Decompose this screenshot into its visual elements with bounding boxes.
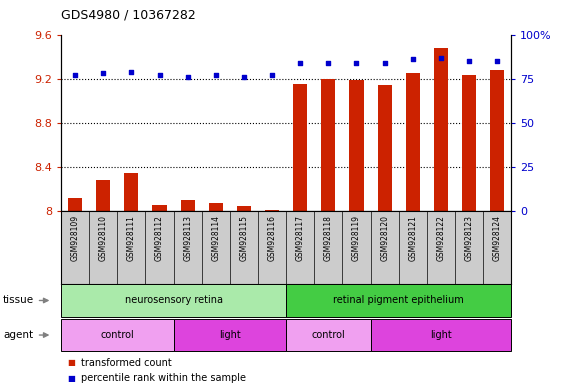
Text: GSM928119: GSM928119: [352, 215, 361, 261]
Bar: [462, 75, 476, 211]
Text: GSM928122: GSM928122: [436, 215, 446, 261]
Bar: [174, 319, 286, 351]
Text: ■: ■: [67, 358, 75, 367]
Text: agent: agent: [3, 330, 33, 340]
Point: [436, 55, 446, 61]
Text: GSM928121: GSM928121: [408, 215, 417, 261]
Text: ■: ■: [67, 374, 75, 383]
Text: transformed count: transformed count: [81, 358, 172, 368]
Text: GSM928116: GSM928116: [268, 215, 277, 261]
Text: GSM928112: GSM928112: [155, 215, 164, 261]
Bar: [378, 85, 392, 211]
Text: control: control: [101, 330, 134, 340]
Text: GSM928117: GSM928117: [296, 215, 304, 261]
Point: [296, 60, 305, 66]
Text: control: control: [311, 330, 345, 340]
Text: GSM928110: GSM928110: [99, 215, 107, 261]
Point: [380, 60, 389, 66]
Text: GSM928111: GSM928111: [127, 215, 136, 261]
Bar: [406, 73, 420, 211]
Bar: [237, 206, 251, 211]
Text: GSM928118: GSM928118: [324, 215, 333, 261]
Bar: [96, 180, 110, 211]
Point: [408, 56, 417, 62]
Text: GSM928115: GSM928115: [239, 215, 249, 261]
Bar: [286, 319, 371, 351]
Text: GSM928120: GSM928120: [380, 215, 389, 261]
Point: [324, 60, 333, 66]
Point: [99, 70, 108, 76]
Bar: [293, 84, 307, 211]
Bar: [181, 200, 195, 211]
Bar: [490, 70, 504, 211]
Bar: [265, 210, 279, 211]
Text: light: light: [219, 330, 241, 340]
Text: GSM928109: GSM928109: [70, 215, 80, 261]
Text: GSM928114: GSM928114: [211, 215, 220, 261]
Text: light: light: [430, 330, 452, 340]
Bar: [209, 204, 223, 211]
Point: [267, 72, 277, 78]
Text: GDS4980 / 10367282: GDS4980 / 10367282: [61, 8, 196, 21]
Bar: [152, 205, 167, 211]
Text: GSM928123: GSM928123: [465, 215, 474, 261]
Point: [155, 72, 164, 78]
Text: retinal pigment epithelium: retinal pigment epithelium: [333, 295, 464, 306]
Point: [183, 74, 192, 80]
Point: [493, 58, 502, 64]
Point: [352, 60, 361, 66]
Bar: [124, 172, 138, 211]
Point: [464, 58, 474, 64]
Point: [127, 69, 136, 75]
Point: [70, 72, 80, 78]
Bar: [434, 48, 448, 211]
Point: [239, 74, 249, 80]
Bar: [349, 80, 364, 211]
Bar: [61, 319, 174, 351]
Bar: [61, 284, 286, 317]
Text: GSM928124: GSM928124: [493, 215, 502, 261]
Text: tissue: tissue: [3, 295, 34, 306]
Text: GSM928113: GSM928113: [183, 215, 192, 261]
Bar: [286, 284, 511, 317]
Text: percentile rank within the sample: percentile rank within the sample: [81, 373, 246, 383]
Text: neurosensory retina: neurosensory retina: [124, 295, 223, 306]
Bar: [321, 79, 335, 211]
Bar: [371, 319, 511, 351]
Bar: [68, 198, 82, 211]
Point: [211, 72, 220, 78]
